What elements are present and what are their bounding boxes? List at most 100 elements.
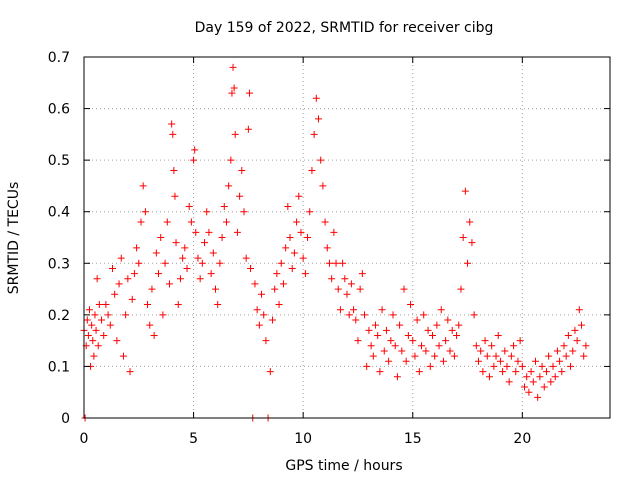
data-point bbox=[365, 326, 373, 334]
data-point bbox=[137, 218, 145, 226]
data-point bbox=[245, 89, 253, 97]
data-point bbox=[95, 301, 103, 309]
chart-title: Day 159 of 2022, SRMTID for receiver cib… bbox=[195, 20, 494, 36]
data-point bbox=[85, 306, 93, 314]
data-point bbox=[139, 182, 147, 190]
data-point bbox=[385, 357, 393, 365]
data-point bbox=[518, 362, 526, 370]
data-point bbox=[475, 357, 482, 365]
data-point bbox=[161, 259, 169, 267]
data-point bbox=[483, 352, 491, 360]
data-point bbox=[144, 301, 152, 309]
data-point bbox=[536, 373, 544, 381]
data-point bbox=[551, 373, 559, 381]
data-point bbox=[330, 228, 338, 236]
data-point bbox=[376, 368, 384, 376]
data-point bbox=[100, 331, 108, 339]
data-point bbox=[420, 311, 428, 319]
data-point bbox=[222, 218, 230, 226]
data-point bbox=[304, 234, 312, 241]
data-point bbox=[540, 383, 548, 391]
data-point bbox=[230, 84, 238, 92]
data-point bbox=[319, 182, 327, 190]
data-point bbox=[571, 326, 579, 334]
data-point bbox=[293, 218, 301, 226]
data-point bbox=[89, 337, 97, 345]
data-point bbox=[157, 234, 165, 241]
data-point bbox=[542, 368, 550, 376]
data-point bbox=[275, 301, 283, 309]
data-point bbox=[339, 259, 347, 267]
data-point bbox=[212, 285, 219, 293]
data-point bbox=[464, 259, 472, 267]
data-point bbox=[148, 285, 156, 293]
data-point bbox=[367, 342, 375, 350]
data-point bbox=[111, 290, 119, 298]
data-point bbox=[244, 125, 252, 133]
data-point bbox=[159, 311, 167, 319]
data-point bbox=[398, 347, 406, 355]
data-point bbox=[547, 378, 555, 386]
data-point bbox=[428, 331, 436, 339]
y-tick-label: 0 bbox=[61, 411, 70, 427]
data-point bbox=[350, 306, 358, 314]
data-point bbox=[341, 275, 349, 283]
data-point bbox=[251, 280, 259, 288]
x-tick-labels: 0 5 10 15 20 bbox=[80, 431, 532, 447]
data-point bbox=[389, 311, 397, 319]
data-point bbox=[575, 306, 583, 314]
data-point bbox=[564, 331, 572, 339]
data-point bbox=[409, 337, 417, 345]
data-point bbox=[363, 362, 371, 370]
data-point bbox=[266, 368, 274, 376]
data-point bbox=[310, 130, 318, 138]
data-point bbox=[477, 347, 485, 355]
x-tick-label: 0 bbox=[80, 431, 89, 447]
data-point bbox=[135, 259, 143, 267]
data-point bbox=[297, 228, 305, 236]
x-tick-label: 5 bbox=[189, 431, 198, 447]
data-point bbox=[391, 342, 399, 350]
data-point bbox=[170, 166, 178, 174]
data-point bbox=[168, 120, 176, 128]
data-point bbox=[433, 321, 441, 329]
data-point bbox=[549, 362, 557, 370]
data-point bbox=[461, 187, 469, 195]
data-point bbox=[457, 285, 465, 293]
data-point bbox=[503, 362, 511, 370]
data-point bbox=[268, 316, 276, 324]
data-point bbox=[108, 264, 116, 272]
data-point bbox=[580, 352, 588, 360]
x-tick-label: 15 bbox=[404, 431, 422, 447]
data-point bbox=[418, 342, 426, 350]
data-point bbox=[83, 316, 91, 324]
data-point bbox=[323, 244, 331, 252]
data-point bbox=[98, 316, 106, 324]
data-point bbox=[358, 270, 366, 278]
data-point bbox=[133, 244, 141, 252]
data-point bbox=[317, 156, 325, 164]
data-point bbox=[192, 228, 200, 236]
y-tick-label: 0.3 bbox=[48, 256, 70, 272]
data-point bbox=[402, 357, 410, 365]
data-point bbox=[492, 352, 500, 360]
data-point bbox=[481, 337, 489, 345]
data-point bbox=[361, 311, 369, 319]
data-point bbox=[179, 254, 187, 262]
data-point bbox=[453, 331, 461, 339]
data-point bbox=[336, 306, 344, 314]
gridlines bbox=[84, 57, 610, 418]
y-tick-label: 0.5 bbox=[48, 153, 70, 169]
data-point bbox=[380, 347, 388, 355]
data-point bbox=[152, 249, 160, 257]
data-point bbox=[501, 347, 509, 355]
data-point bbox=[301, 270, 309, 278]
data-point bbox=[516, 337, 524, 345]
data-point bbox=[494, 331, 502, 339]
data-point bbox=[415, 368, 423, 376]
data-point bbox=[578, 321, 586, 329]
data-point bbox=[387, 337, 395, 345]
data-point bbox=[468, 239, 476, 247]
data-point bbox=[404, 331, 412, 339]
